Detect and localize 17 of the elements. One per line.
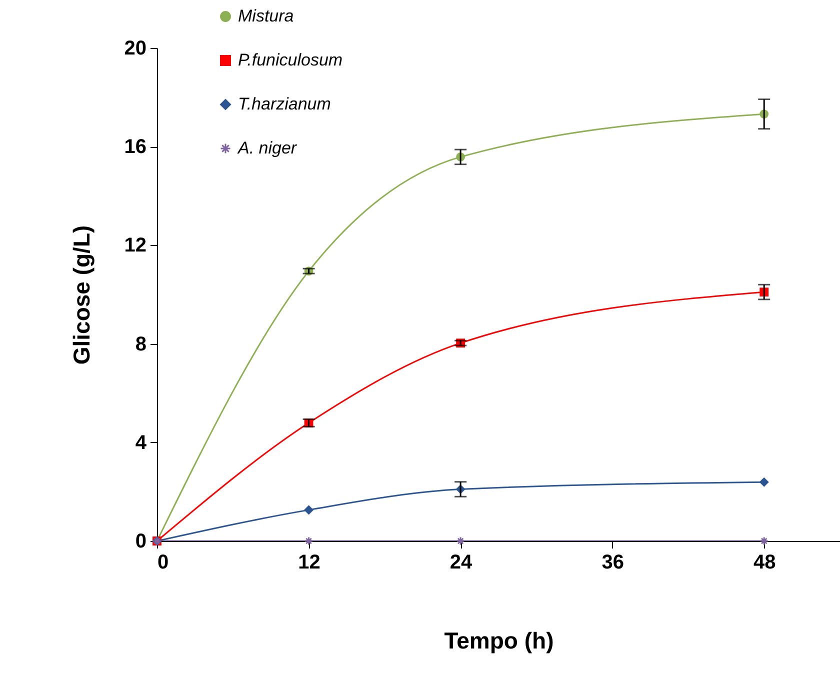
y-tick-label: 8 [135, 333, 146, 356]
legend-label: T.harzianum [238, 94, 331, 114]
y-axis-title: Glicose (g/L) [68, 225, 94, 365]
y-tick-label: 12 [124, 234, 146, 257]
x-tick-label: 24 [450, 552, 474, 574]
y-tick-label: 20 [124, 38, 146, 60]
legend-label: Mistura [238, 6, 294, 26]
legend-label: A. niger [237, 138, 298, 158]
x-tick-label: 12 [298, 552, 320, 574]
x-axis-title: Tempo (h) [444, 628, 554, 654]
y-tick-label: 4 [135, 432, 148, 454]
x-tick-label: 0 [158, 552, 169, 574]
x-tick-label: 36 [602, 552, 624, 574]
y-tick-label: 16 [124, 136, 146, 158]
x-tick-label: 48 [753, 552, 776, 574]
y-tick-label: 0 [135, 530, 146, 552]
legend-label: P.funiculosum [238, 50, 343, 70]
